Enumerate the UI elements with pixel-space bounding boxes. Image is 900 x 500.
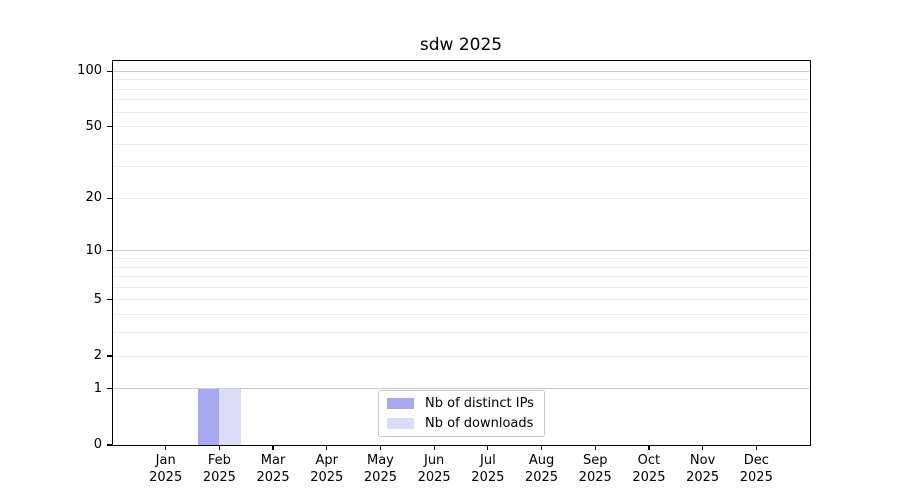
x-tick-label: Aug 2025 xyxy=(524,453,559,485)
minor-gridline xyxy=(113,99,809,101)
x-tick-mark xyxy=(272,445,274,450)
x-tick-mark xyxy=(433,445,435,450)
y-tick-mark xyxy=(107,444,112,446)
minor-gridline xyxy=(113,286,809,288)
minor-gridline xyxy=(113,299,809,301)
legend-label-distinct-ips: Nb of distinct IPs xyxy=(425,395,534,411)
minor-gridline xyxy=(113,88,809,90)
x-tick-label: Feb 2025 xyxy=(202,453,236,485)
x-tick-mark xyxy=(487,445,489,450)
minor-gridline xyxy=(113,332,809,334)
x-tick-label: May 2025 xyxy=(363,453,397,485)
x-tick-mark xyxy=(218,445,220,450)
x-tick-label: Jan 2025 xyxy=(149,453,183,485)
x-tick-label: Oct 2025 xyxy=(632,453,666,485)
x-tick-label: Dec 2025 xyxy=(739,453,773,485)
x-tick-label: Mar 2025 xyxy=(256,453,290,485)
y-tick-label: 20 xyxy=(85,190,102,206)
minor-gridline xyxy=(113,197,809,199)
legend-swatch-downloads xyxy=(387,418,414,429)
x-tick-mark xyxy=(594,445,596,450)
y-tick-mark xyxy=(107,299,112,301)
x-tick-label: Sep 2025 xyxy=(578,453,612,485)
minor-gridline xyxy=(113,314,809,316)
y-tick-mark xyxy=(107,388,112,390)
minor-gridline xyxy=(113,166,809,168)
minor-gridline xyxy=(113,111,809,113)
legend: Nb of distinct IPs Nb of downloads xyxy=(378,390,545,437)
minor-gridline xyxy=(113,143,809,145)
minor-gridline xyxy=(113,355,809,357)
y-tick-mark xyxy=(107,355,112,357)
legend-item-downloads: Nb of downloads xyxy=(387,416,544,432)
y-tick-label: 5 xyxy=(93,291,102,307)
legend-item-distinct-ips: Nb of distinct IPs xyxy=(387,396,544,412)
legend-swatch-distinct-ips xyxy=(387,398,414,409)
legend-label-downloads: Nb of downloads xyxy=(425,415,534,431)
minor-gridline xyxy=(113,126,809,128)
bar-nb-of-distinct-ips xyxy=(197,388,220,445)
y-tick-label: 2 xyxy=(93,348,102,364)
y-tick-mark xyxy=(107,70,112,72)
x-tick-mark xyxy=(379,445,382,450)
major-gridline xyxy=(113,70,809,72)
x-tick-mark xyxy=(326,445,328,450)
y-tick-label: 0 xyxy=(93,437,102,452)
minor-gridline xyxy=(113,258,809,259)
major-gridline xyxy=(113,388,809,390)
x-tick-mark xyxy=(540,445,543,450)
x-tick-mark xyxy=(702,445,704,450)
x-tick-mark xyxy=(755,445,757,450)
y-tick-mark xyxy=(107,197,112,199)
x-tick-mark xyxy=(648,445,650,450)
x-tick-label: Jun 2025 xyxy=(417,453,451,485)
x-tick-label: Apr 2025 xyxy=(310,453,344,485)
y-tick-label: 1 xyxy=(93,380,102,396)
x-tick-mark xyxy=(165,445,167,450)
y-tick-mark xyxy=(107,250,112,252)
major-gridline xyxy=(113,250,809,252)
bar-nb-of-downloads xyxy=(219,388,241,445)
y-tick-label: 50 xyxy=(85,118,102,134)
y-tick-mark xyxy=(107,125,112,128)
x-tick-label: Nov 2025 xyxy=(686,453,720,485)
y-tick-label: 10 xyxy=(85,242,102,258)
minor-gridline xyxy=(113,266,809,268)
minor-gridline xyxy=(113,79,809,81)
chart-title: sdw 2025 xyxy=(419,35,503,55)
y-tick-label: 100 xyxy=(77,63,102,79)
x-tick-label: Jul 2025 xyxy=(471,453,505,485)
minor-gridline xyxy=(113,276,809,278)
